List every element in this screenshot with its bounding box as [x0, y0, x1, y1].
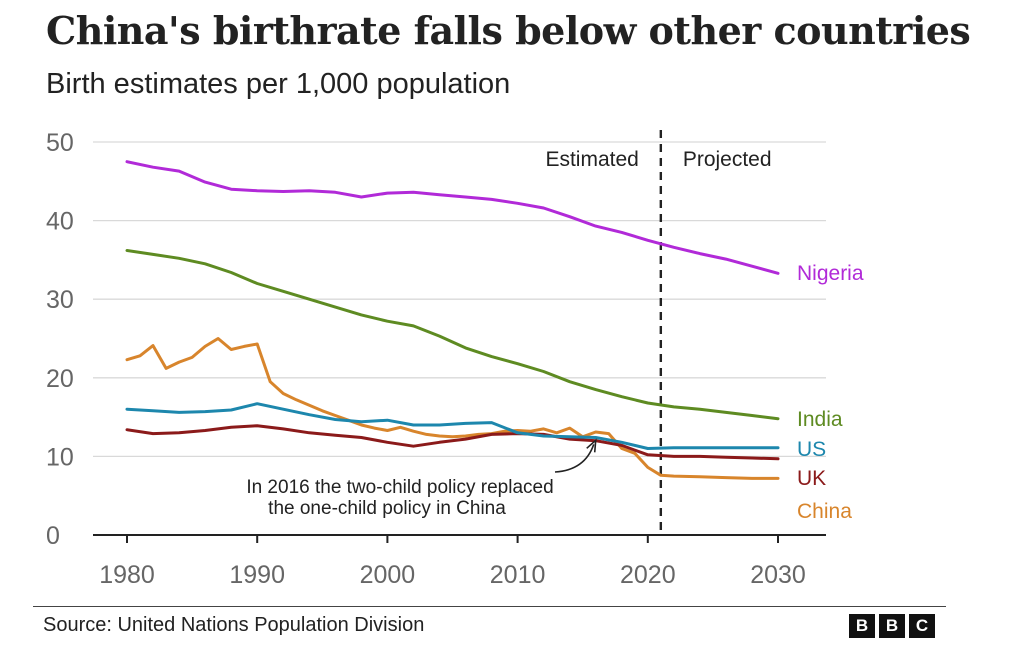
y-tick-label: 0: [46, 522, 60, 550]
bbc-logo-letter: B: [849, 614, 875, 638]
gridlines: [93, 141, 826, 536]
bbc-logo-letter: C: [909, 614, 935, 638]
series-label-nigeria: Nigeria: [797, 262, 864, 285]
series-lines: [125, 160, 780, 480]
x-tick-label: 2000: [360, 561, 416, 589]
footer-divider: [33, 606, 946, 607]
x-axis-ticks: 1980 1990 2000 2010 2020 2030: [99, 535, 806, 589]
y-tick-label: 20: [46, 365, 74, 393]
policy-annotation: In 2016 the two-child policy replacedthe…: [246, 438, 597, 519]
y-tick-label: 10: [46, 443, 74, 471]
source-note: Source: United Nations Population Divisi…: [43, 614, 425, 636]
annotation-text-line2: the one-child policy in China: [268, 498, 506, 519]
chart-subtitle: Birth estimates per 1,000 population: [46, 68, 511, 100]
x-tick-label: 2020: [620, 561, 676, 589]
series-label-us: US: [797, 438, 826, 461]
estimate-projection-divider: Estimated Projected: [545, 130, 772, 535]
annotation-arrowhead: [586, 438, 597, 453]
annotation-text-line1: In 2016 the two-child policy replaced: [246, 477, 553, 498]
series-line-us: [125, 402, 780, 450]
series-label-uk: UK: [797, 467, 826, 490]
x-tick-label: 2030: [750, 561, 806, 589]
y-axis-ticks: 0 10 20 30 40 50: [46, 129, 74, 550]
series-line-nigeria: [125, 160, 780, 275]
x-tick-label: 2010: [490, 561, 546, 589]
y-tick-label: 40: [46, 208, 74, 236]
x-tick-label: 1980: [99, 561, 155, 589]
bbc-logo-letter: B: [879, 614, 905, 638]
series-label-china: China: [797, 500, 852, 523]
series-line-uk: [125, 424, 780, 461]
series-labels: Nigeria India US UK China: [797, 262, 864, 523]
series-line-india: [125, 249, 780, 421]
series-label-india: India: [797, 408, 843, 431]
annotation-arrow: [554, 444, 595, 473]
y-tick-label: 50: [46, 129, 74, 157]
projected-label: Projected: [683, 148, 772, 171]
x-tick-label: 1990: [229, 561, 285, 589]
y-tick-label: 30: [46, 286, 74, 314]
estimated-label: Estimated: [545, 148, 638, 171]
bbc-logo: B B C: [849, 614, 935, 638]
chart-title: China's birthrate falls below other coun…: [46, 8, 971, 53]
series-line-china: [125, 337, 780, 480]
